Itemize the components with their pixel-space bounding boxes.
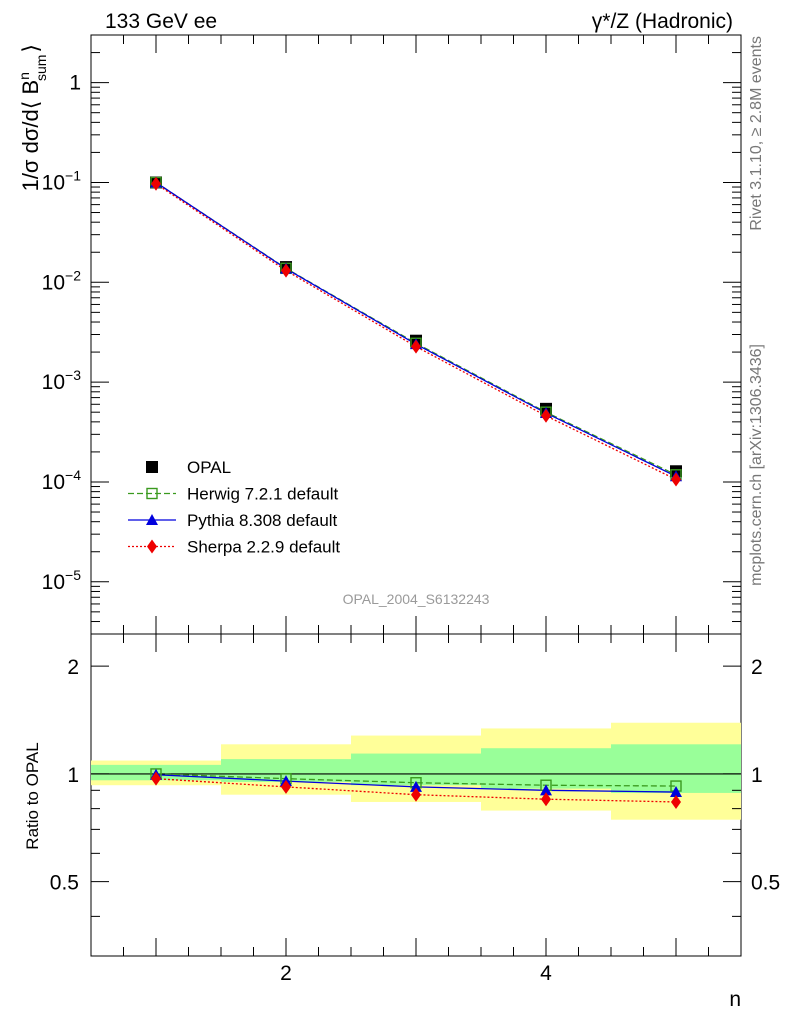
legend-entry-herwig-7-2-1-default: Herwig 7.2.1 default	[128, 485, 338, 504]
ratio-pythia-8-308-default-point	[410, 780, 422, 792]
ratio-sherpa-2-2-9-default-point	[541, 792, 551, 807]
upper-y-tick-label: 10−4	[42, 467, 82, 494]
legend-label: Herwig 7.2.1 default	[187, 485, 338, 504]
main-sherpa-2-2-9-default-point	[281, 263, 291, 278]
x-axis-label: n	[729, 988, 741, 1011]
mcplots-label: mcplots.cern.ch [arXiv:1306.3436]	[748, 344, 765, 586]
ratio-y-tick-label: 1	[67, 764, 79, 787]
upper-y-axis-label: 1/σ dσ/d⟨ Bnsum⟩	[16, 44, 49, 191]
main-sherpa-2-2-9-default-point	[541, 408, 551, 423]
ratio-y-tick-label-right: 1	[751, 764, 763, 787]
legend-entry-pythia-8-308-default: Pythia 8.308 default	[128, 511, 338, 530]
main-sherpa-2-2-9-default-point	[411, 339, 421, 354]
ratio-sherpa-2-2-9-default-point	[411, 787, 421, 802]
main-sherpa-2-2-9-default-point	[151, 176, 161, 191]
ratio-sherpa-2-2-9-default-point	[281, 779, 291, 794]
upper-y-tick-label: 10−5	[42, 567, 82, 594]
ratio-sherpa-2-2-9-default-point	[151, 771, 161, 786]
legend-label: Sherpa 2.2.9 default	[187, 538, 340, 557]
ratio-y-tick-label: 2	[67, 656, 79, 679]
plot-title-left: 133 GeV ee	[105, 10, 217, 33]
ratio-sherpa-2-2-9-default-point	[671, 794, 681, 809]
ratio-y-tick-label: 0.5	[50, 872, 79, 895]
main-sherpa-2-2-9-default-line	[155, 183, 677, 481]
upper-y-tick-label: 10−1	[42, 167, 82, 194]
inner-band-bin	[221, 759, 351, 782]
ratio-uncertainty-bands	[91, 722, 741, 820]
plot-title-right: γ*/Z (Hadronic)	[592, 10, 733, 33]
upper-y-tick-label: 10−3	[42, 367, 82, 394]
legend-entry-sherpa-2-2-9-default: Sherpa 2.2.9 default	[128, 538, 340, 557]
ratio-y-axis-label: Ratio to OPAL	[23, 742, 42, 849]
legend-marker	[146, 514, 158, 525]
main-sherpa-2-2-9-default-point	[671, 472, 681, 487]
ratio-y-tick-label-right: 2	[751, 656, 763, 679]
legend-entry-opal: OPAL	[146, 458, 231, 477]
main-herwig-7-2-1-default-line	[155, 181, 677, 476]
x-tick-label: 4	[540, 962, 552, 985]
rivet-version-label: Rivet 3.1.10, ≥ 2.8M events	[748, 36, 765, 231]
legend-label: Pythia 8.308 default	[187, 511, 338, 530]
legend: OPAL Herwig 7.2.1 default Pythia 8.308 def…	[128, 458, 340, 557]
ratio-pythia-8-308-default-point	[540, 784, 552, 796]
series-markers	[150, 176, 682, 809]
upper-y-tick-label: 1	[69, 72, 81, 95]
inner-band-bin	[481, 748, 611, 789]
legend-label: OPAL	[187, 458, 231, 477]
legend-marker	[147, 539, 157, 554]
legend-marker	[146, 487, 158, 500]
inner-band-bin	[351, 753, 481, 786]
x-tick-label: 2	[280, 962, 292, 985]
upper-y-tick-label: 10−2	[42, 267, 82, 294]
legend-marker	[146, 461, 158, 473]
axes	[90, 34, 742, 956]
main-pythia-8-308-default-line	[155, 181, 677, 477]
ratio-y-tick-label-right: 0.5	[751, 872, 780, 895]
labels: 1 10−1 10−2 10−3 10−4 10−5 0.5 0.5 1 1 2 2 2 4 133 GeV…	[16, 10, 780, 1011]
ratio-pythia-8-308-default-point	[670, 786, 682, 798]
inner-band-bin	[611, 744, 741, 793]
ratio-herwig-7-2-1-default-line	[155, 773, 677, 787]
analysis-watermark: OPAL_2004_S6132243	[343, 591, 490, 607]
